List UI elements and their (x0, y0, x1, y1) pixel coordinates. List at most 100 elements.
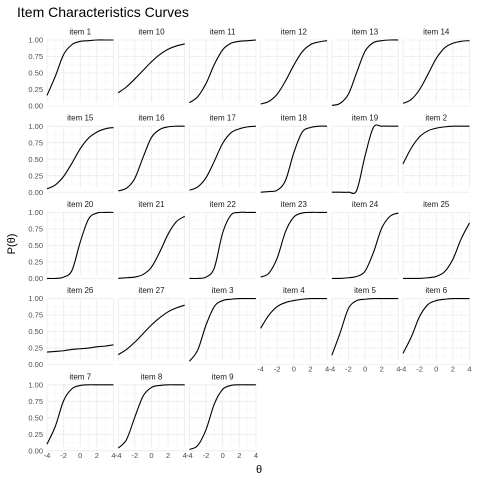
x-tick-label: 4 (396, 365, 400, 374)
y-tick-label: 0.75 (28, 138, 43, 147)
series-line (331, 39, 399, 106)
y-tick-label: 1.00 (28, 36, 43, 45)
facet-panel: item 13 (331, 28, 399, 107)
x-tick-label: 0 (434, 365, 438, 374)
y-tick-label: 0.00 (28, 446, 43, 455)
facet-panel: item 25 (402, 200, 470, 279)
x-tick-label: 2 (380, 365, 384, 374)
y-tick-label: 0.75 (28, 397, 43, 406)
facet-strip-label: item 5 (354, 286, 376, 295)
facet-panel: item 26 0.00 0.25 0.50 0.75 1.00 (28, 286, 114, 369)
series-line (403, 222, 470, 279)
x-tick-label: 2 (166, 451, 170, 460)
facet-panel: item 27 (117, 286, 186, 366)
facet-strip-label: item 6 (425, 286, 447, 295)
series-line (260, 125, 328, 193)
facet-strip-label: item 27 (138, 286, 165, 295)
y-tick-label: 0.50 (28, 241, 43, 250)
y-tick-label: 1.00 (28, 380, 43, 389)
x-tick-label: -2 (416, 365, 423, 374)
y-tick-label: 0.00 (28, 274, 43, 283)
facet-panel: item 5 -4 -2 0 2 4 (328, 286, 400, 374)
facet-panel: item 20 0.00 0.25 0.50 0.75 1.00 (28, 200, 114, 283)
facet-panel: item 23 (260, 200, 328, 279)
x-tick-label: 0 (363, 365, 367, 374)
x-tick-label: 2 (237, 451, 241, 460)
series-line (46, 211, 114, 280)
x-tick-label: 0 (221, 451, 225, 460)
facet-strip-label: item 14 (423, 28, 450, 37)
facet-panel: item 12 (260, 28, 328, 107)
series-line (331, 212, 399, 279)
facet-panel: item 7 0.00 0.25 0.50 0.75 1.00 -4 -2 0 2 4 (28, 372, 115, 460)
series-line (118, 215, 185, 279)
facet-strip-label: item 9 (212, 372, 234, 381)
facet-panel: item 8 -4 -2 0 2 4 (115, 372, 187, 460)
x-tick-label: -4 (186, 451, 193, 460)
y-tick-label: 1.00 (28, 208, 43, 217)
facet-panel: item 18 (260, 114, 328, 193)
series-line (402, 298, 470, 354)
facet-strip-label: item 11 (210, 28, 236, 37)
y-tick-label: 0.50 (28, 413, 43, 422)
facet-strip-label: item 24 (352, 200, 379, 209)
facet-strip-label: item 4 (283, 286, 305, 295)
y-tick-label: 0.75 (28, 52, 43, 61)
facet-panel: item 16 (117, 114, 186, 193)
x-axis-label: θ (256, 464, 262, 476)
facet-strip-label: item 13 (352, 28, 379, 37)
facet-panel: item 21 (117, 200, 186, 279)
facet-strip-label: item 17 (210, 114, 237, 123)
facet-strip-label: item 18 (281, 114, 308, 123)
facet-strip-label: item 26 (67, 286, 94, 295)
x-tick-label: 2 (308, 365, 312, 374)
series-line (260, 40, 328, 105)
facet-panel: item 14 (402, 28, 470, 107)
x-tick-label: -2 (345, 365, 352, 374)
y-axis-label: P(θ) (6, 234, 18, 255)
facet-panel: item 3 (188, 286, 257, 366)
y-tick-label: 1.00 (28, 294, 43, 303)
series-line (189, 125, 256, 191)
facet-panel: item 24 (331, 200, 399, 279)
series-line (189, 211, 256, 280)
series-line (260, 211, 328, 278)
series-line (188, 298, 256, 362)
y-tick-label: 0.50 (28, 69, 43, 78)
y-tick-label: 0.75 (28, 311, 43, 320)
facet-strip-label: item 15 (67, 114, 94, 123)
facet-panel: item 2 (402, 114, 470, 193)
facet-panel: item 11 (188, 28, 257, 107)
facet-strip-label: item 1 (69, 28, 91, 37)
x-tick-label: 0 (149, 451, 153, 460)
x-tick-label: 4 (467, 365, 471, 374)
x-tick-label: 4 (325, 365, 329, 374)
facet-panel: item 17 (188, 114, 257, 193)
y-tick-label: 1.00 (28, 122, 43, 131)
facet-strip-label: item 7 (69, 372, 91, 381)
facet-panel: item 1 0.00 0.25 0.50 0.75 1.00 (28, 28, 114, 111)
series-line (117, 43, 185, 94)
series-line (46, 384, 114, 445)
x-tick-label: -4 (328, 365, 335, 374)
facet-panel: item 10 (117, 28, 186, 107)
y-tick-label: 0.00 (28, 102, 43, 111)
x-tick-label: 4 (111, 451, 115, 460)
series-line (118, 125, 185, 192)
y-tick-label: 0.75 (28, 225, 43, 234)
facet-panel: item 9 -4 -2 0 2 4 (186, 372, 258, 460)
y-tick-label: 0.50 (28, 155, 43, 164)
y-tick-label: 0.00 (28, 188, 43, 197)
y-tick-label: 0.25 (28, 258, 43, 267)
x-tick-label: -4 (400, 365, 407, 374)
series-line (189, 384, 256, 450)
x-tick-label: -4 (44, 451, 51, 460)
facet-strip-label: item 2 (425, 114, 447, 123)
y-tick-label: 0.00 (28, 360, 43, 369)
facet-panel: item 15 0.00 0.25 0.50 0.75 1.00 (28, 114, 114, 197)
facet-strip-label: item 10 (138, 28, 165, 37)
facet-strip-label: item 21 (138, 200, 165, 209)
facet-strip-label: item 3 (212, 286, 234, 295)
x-tick-label: 2 (95, 451, 99, 460)
